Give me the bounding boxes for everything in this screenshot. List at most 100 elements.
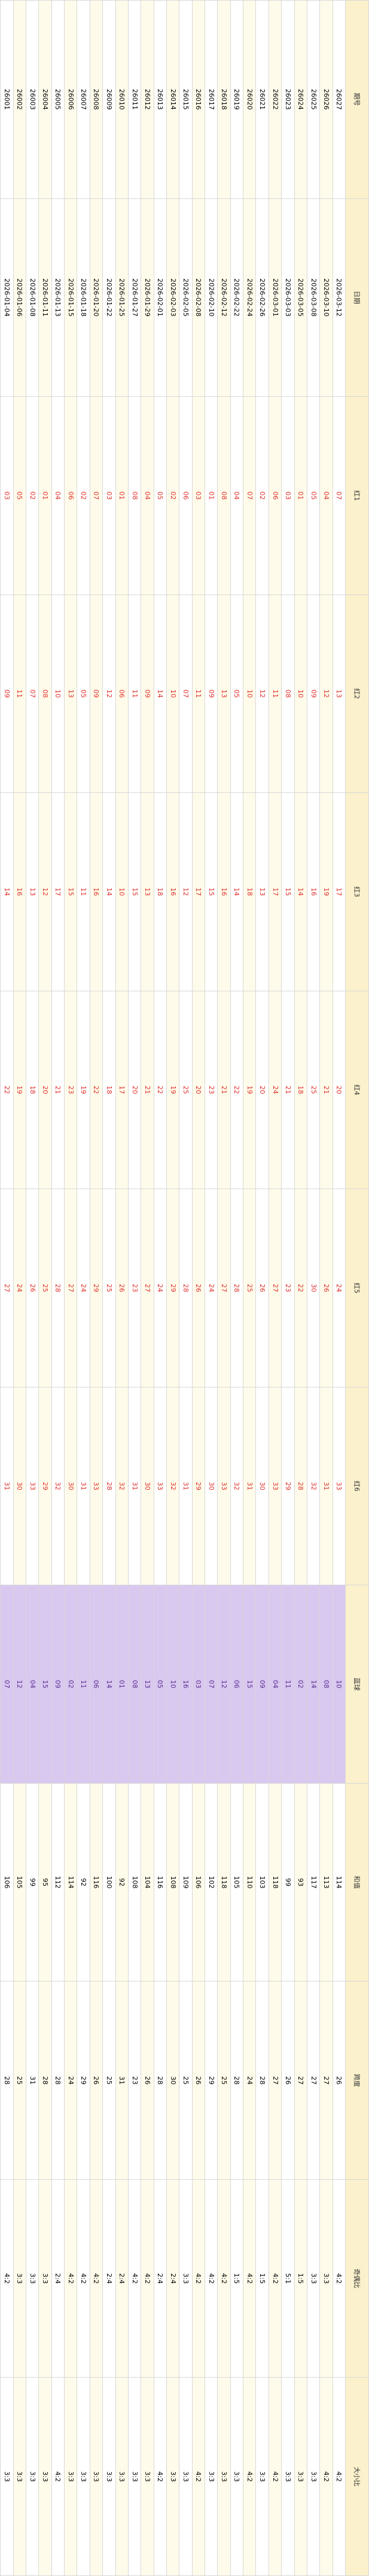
cell: 4:2 [205, 2179, 218, 2378]
cell: 26015 [179, 0, 193, 199]
cell: 26011 [128, 0, 141, 199]
cell: 2:4 [51, 2179, 65, 2378]
cell: 33 [269, 1387, 282, 1585]
cell: 08 [128, 1585, 141, 1784]
cell: 02 [294, 1585, 307, 1784]
cell: 09 [90, 595, 103, 793]
cell: 24 [333, 1189, 346, 1387]
cell: 09 [51, 1585, 65, 1784]
cell: 27 [0, 1189, 14, 1387]
data-row: 26004 2026-01-11 01 08 12 20 25 29 15 95 28 3:3 3:3 [38, 0, 52, 2576]
header-cell: 奇偶比 [345, 2179, 369, 2378]
header-cell: 蓝球 [345, 1585, 369, 1784]
cell: 3:3 [102, 2377, 116, 2576]
cell: 2026-02-01 [154, 198, 167, 397]
cell: 26025 [307, 0, 320, 199]
cell: 26023 [281, 0, 295, 199]
cell: 22 [0, 991, 14, 1189]
cell: 18 [102, 991, 116, 1189]
cell: 01 [115, 396, 129, 595]
cell: 99 [26, 1783, 39, 1981]
cell: 106 [0, 1783, 14, 1981]
cell: 03 [192, 396, 205, 595]
cell: 31 [128, 1387, 141, 1585]
cell: 29 [38, 1387, 52, 1585]
cell: 27 [269, 1981, 282, 2180]
cell: 08 [217, 396, 231, 595]
cell: 4:2 [269, 2179, 282, 2378]
data-row: 26006 2026-01-15 06 13 15 23 27 30 02 114 24 4:2 3:3 [64, 0, 77, 2576]
cell: 02 [77, 396, 90, 595]
cell: 4:2 [51, 2377, 65, 2576]
cell: 27 [307, 1981, 320, 2180]
data-row: 26020 2026-02-24 07 10 18 19 25 31 15 110 24 4:2 4:2 [243, 0, 256, 2576]
cell: 26003 [26, 0, 39, 199]
cell: 2026-01-08 [26, 198, 39, 397]
cell: 12 [38, 792, 52, 991]
cell: 108 [166, 1783, 179, 1981]
cell: 22 [294, 1189, 307, 1387]
cell: 06 [90, 1585, 103, 1784]
cell: 24 [154, 1189, 167, 1387]
cell: 26 [141, 1981, 154, 2180]
cell: 06 [269, 396, 282, 595]
cell: 2026-01-25 [115, 198, 129, 397]
cell: 01 [294, 396, 307, 595]
cell: 26017 [205, 0, 218, 199]
header-cell: 期号 [345, 0, 369, 199]
cell: 04 [141, 396, 154, 595]
cell: 26 [26, 1189, 39, 1387]
cell: 01 [38, 396, 52, 595]
cell: 26026 [319, 0, 333, 199]
cell: 26005 [51, 0, 65, 199]
cell: 25 [179, 991, 193, 1189]
cell: 28 [230, 1189, 243, 1387]
cell: 02 [255, 396, 269, 595]
cell: 22 [90, 991, 103, 1189]
cell: 26007 [77, 0, 90, 199]
cell: 26 [281, 1981, 295, 2180]
cell: 2026-02-10 [205, 198, 218, 397]
cell: 95 [38, 1783, 52, 1981]
cell: 114 [333, 1783, 346, 1981]
cell: 33 [333, 1387, 346, 1585]
cell: 09 [0, 595, 14, 793]
cell: 11 [281, 1585, 295, 1784]
cell: 4:2 [192, 2377, 205, 2576]
cell: 27 [217, 1189, 231, 1387]
cell: 13 [141, 1585, 154, 1784]
cell: 2026-02-08 [192, 198, 205, 397]
header-cell: 日期 [345, 198, 369, 397]
cell: 22 [154, 991, 167, 1189]
cell: 10 [115, 792, 129, 991]
cell: 28 [102, 1387, 116, 1585]
header-cell: 红4 [345, 991, 369, 1189]
cell: 27 [269, 1189, 282, 1387]
cell: 21 [217, 991, 231, 1189]
cell: 27 [319, 1981, 333, 2180]
cell: 31 [243, 1387, 256, 1585]
cell: 30 [255, 1387, 269, 1585]
cell: 15 [243, 1585, 256, 1784]
cell: 15 [281, 792, 295, 991]
cell: 24 [243, 1981, 256, 2180]
cell: 29 [77, 1981, 90, 2180]
cell: 116 [90, 1783, 103, 1981]
cell: 116 [154, 1783, 167, 1981]
cell: 25 [13, 1981, 26, 2180]
cell: 32 [115, 1387, 129, 1585]
cell: 07 [90, 396, 103, 595]
data-row: 26017 2026-02-10 01 09 15 23 24 30 07 102 29 4:2 3:3 [205, 0, 218, 2576]
cell: 05 [77, 595, 90, 793]
cell: 25 [38, 1189, 52, 1387]
cell: 24 [269, 991, 282, 1189]
cell: 1:5 [230, 2179, 243, 2378]
cell: 13 [217, 595, 231, 793]
cell: 32 [230, 1387, 243, 1585]
cell: 23 [205, 991, 218, 1189]
cell: 109 [179, 1783, 193, 1981]
cell: 26004 [38, 0, 52, 199]
cell: 17 [269, 792, 282, 991]
cell: 05 [154, 396, 167, 595]
header-cell: 红2 [345, 595, 369, 793]
